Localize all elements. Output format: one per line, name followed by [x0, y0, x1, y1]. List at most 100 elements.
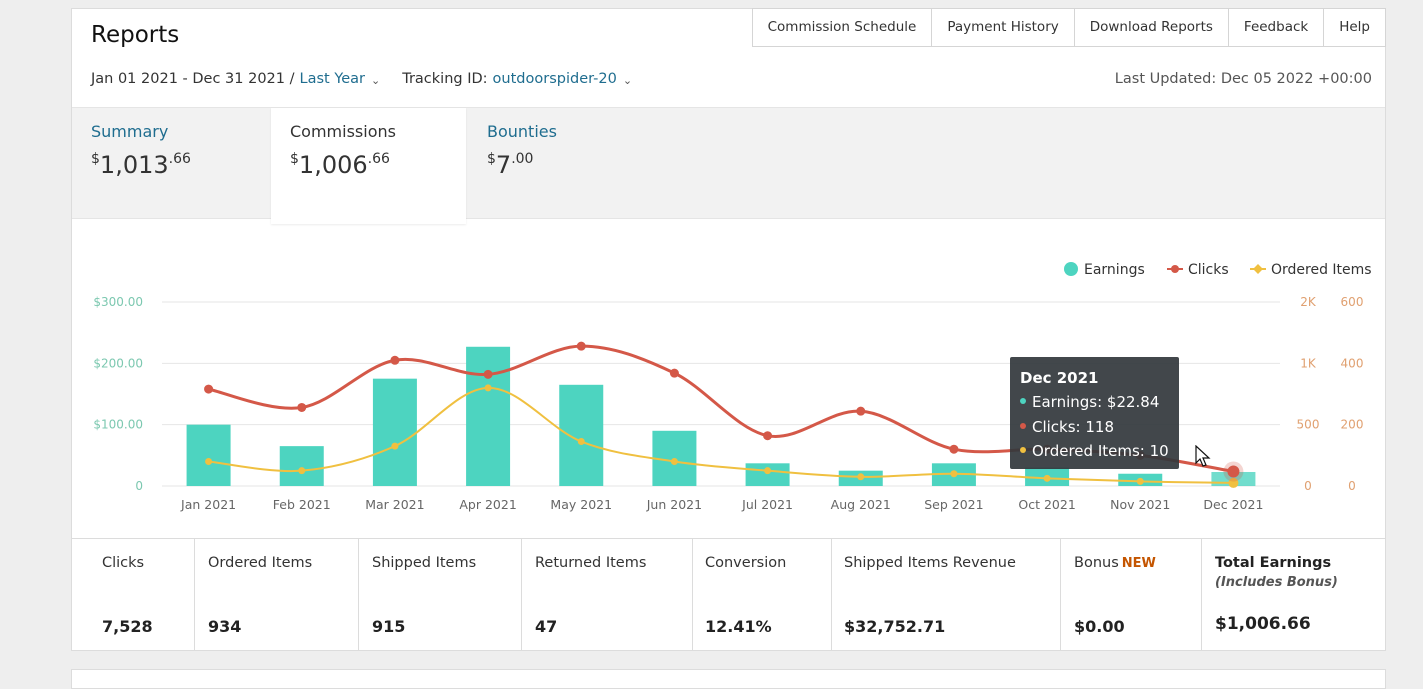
tab-commissions-label: Commissions — [290, 122, 396, 141]
x-tick-label: Feb 2021 — [273, 497, 331, 512]
y-right-items-tick: 0 — [1348, 479, 1356, 493]
y-right-clicks-tick: 1K — [1300, 356, 1317, 370]
stats-row: Clicks 7,528 Ordered Items 934 Shipped I… — [72, 538, 1385, 651]
stat-returned-items: Returned Items 47 — [522, 539, 693, 651]
tab-summary-label: Summary — [91, 122, 169, 141]
tab-bounties-label: Bounties — [487, 122, 557, 141]
page-title: Reports — [91, 22, 180, 48]
y-left-tick: 0 — [135, 479, 143, 493]
commission-schedule-button[interactable]: Commission Schedule — [751, 8, 933, 47]
feedback-button[interactable]: Feedback — [1228, 8, 1325, 47]
summary-tabs: Summary $1,013.66 Commissions $1,006.66 … — [72, 107, 1385, 224]
legend-label: Clicks — [1188, 262, 1229, 278]
tracking-id-label: Tracking ID: — [402, 71, 488, 87]
reports-card: Reports Commission Schedule Payment Hist… — [71, 8, 1386, 651]
tab-summary-value: $1,013.66 — [91, 151, 191, 179]
tracking-id-dropdown[interactable]: outdoorspider-20 — [492, 71, 617, 87]
last-updated: Last Updated: Dec 05 2022 +00:00 — [1114, 71, 1372, 87]
tooltip-earnings: Earnings: $22.84 — [1020, 390, 1169, 415]
clicks-point — [390, 355, 400, 365]
bar-apr-2021 — [466, 346, 511, 486]
legend-label: Earnings — [1084, 262, 1145, 278]
stat-bonus: Bonus NEW $0.00 — [1061, 539, 1202, 651]
chevron-down-icon[interactable]: ⌄ — [371, 73, 381, 87]
stat-shipped-items: Shipped Items 915 — [359, 539, 522, 651]
tooltip-title: Dec 2021 — [1020, 369, 1099, 387]
ordered-items-point — [1228, 477, 1239, 488]
x-tick-label: Jan 2021 — [180, 497, 236, 512]
clicks-point — [949, 444, 959, 454]
stat-shipped-items-revenue: Shipped Items Revenue $32,752.71 — [832, 539, 1061, 651]
tab-summary[interactable]: Summary $1,013.66 — [72, 108, 272, 220]
x-tick-label: May 2021 — [550, 497, 612, 512]
help-button[interactable]: Help — [1324, 8, 1386, 47]
tab-bounties[interactable]: Bounties $7.00 — [468, 108, 668, 220]
tab-commissions-value: $1,006.66 — [290, 151, 390, 179]
y-right-clicks-tick: 500 — [1297, 418, 1320, 432]
period-dropdown[interactable]: Last Year — [299, 71, 366, 87]
next-card — [71, 669, 1386, 689]
clicks-point — [204, 384, 214, 394]
tooltip-ordered: Ordered Items: 10 — [1020, 439, 1169, 464]
legend-earnings-icon — [1064, 262, 1078, 276]
legend-label: Ordered Items — [1271, 262, 1372, 278]
stat-ordered-items: Ordered Items 934 — [195, 539, 359, 651]
ordered-items-point — [298, 467, 306, 475]
legend-ordered-icon — [1253, 264, 1263, 274]
tooltip-clicks: Clicks: 118 — [1020, 415, 1169, 440]
y-left-tick: $300.00 — [93, 295, 143, 309]
earnings-chart: 0 $100.00 $200.00 $300.00 0 500 1K 2K 0 200 400 600… — [93, 262, 1372, 512]
x-tick-label: Jul 2021 — [741, 497, 793, 512]
ordered-items-point — [577, 438, 585, 446]
x-tick-label: Dec 2021 — [1203, 497, 1263, 512]
ordered-items-point — [1136, 477, 1144, 485]
clicks-point — [856, 406, 866, 416]
y-right-items-tick: 200 — [1341, 418, 1364, 432]
bar-mar-2021 — [372, 378, 417, 486]
ordered-items-point — [205, 457, 213, 465]
ordered-items-point — [950, 470, 958, 478]
clicks-point — [763, 431, 773, 441]
x-tick-label: Oct 2021 — [1018, 497, 1075, 512]
y-right-clicks-tick: 0 — [1304, 479, 1312, 493]
mouse-cursor-icon — [1195, 445, 1211, 467]
clicks-point — [1227, 465, 1240, 478]
chart-tooltip: Dec 2021 Earnings: $22.84 Clicks: 118 Or… — [1010, 357, 1179, 469]
y-right-clicks-tick: 2K — [1300, 295, 1317, 309]
payment-history-button[interactable]: Payment History — [932, 8, 1075, 47]
bar-jan-2021 — [186, 424, 231, 486]
ordered-items-point — [857, 473, 865, 481]
top-nav: Commission Schedule Payment History Down… — [751, 8, 1386, 47]
y-right-items-tick: 600 — [1341, 295, 1364, 309]
ordered-items-point — [391, 442, 399, 450]
ordered-items-point — [670, 457, 678, 465]
stat-clicks: Clicks 7,528 — [72, 539, 195, 651]
y-right-items-tick: 400 — [1341, 356, 1364, 370]
chevron-down-icon[interactable]: ⌄ — [622, 73, 633, 87]
ordered-items-point — [764, 467, 772, 475]
x-tick-label: Apr 2021 — [459, 497, 516, 512]
clicks-point — [297, 402, 307, 412]
ordered-items-line — [208, 386, 1234, 484]
x-tick-label: Nov 2021 — [1110, 497, 1170, 512]
date-range-label: Jan 01 2021 - Dec 31 2021 / — [91, 71, 295, 87]
download-reports-button[interactable]: Download Reports — [1074, 8, 1229, 47]
x-tick-label: Sep 2021 — [924, 497, 983, 512]
clicks-point — [576, 341, 586, 351]
x-tick-label: Aug 2021 — [831, 497, 891, 512]
ordered-items-point — [484, 384, 492, 392]
bar-jul-2021 — [745, 463, 790, 486]
x-tick-label: Mar 2021 — [365, 497, 424, 512]
clicks-point — [669, 368, 679, 378]
tab-commissions[interactable]: Commissions $1,006.66 — [271, 108, 466, 224]
legend-clicks-icon — [1171, 265, 1179, 273]
clicks-point — [483, 369, 493, 379]
tab-bounties-value: $7.00 — [487, 151, 534, 179]
stat-conversion: Conversion 12.41% — [693, 539, 832, 651]
y-left-tick: $200.00 — [93, 356, 143, 370]
filters-bar: Jan 01 2021 - Dec 31 2021 / Last Year ⌄ … — [91, 71, 632, 87]
bar-may-2021 — [559, 384, 604, 486]
new-badge: NEW — [1121, 556, 1156, 571]
x-tick-label: Jun 2021 — [646, 497, 702, 512]
y-left-tick: $100.00 — [93, 418, 143, 432]
